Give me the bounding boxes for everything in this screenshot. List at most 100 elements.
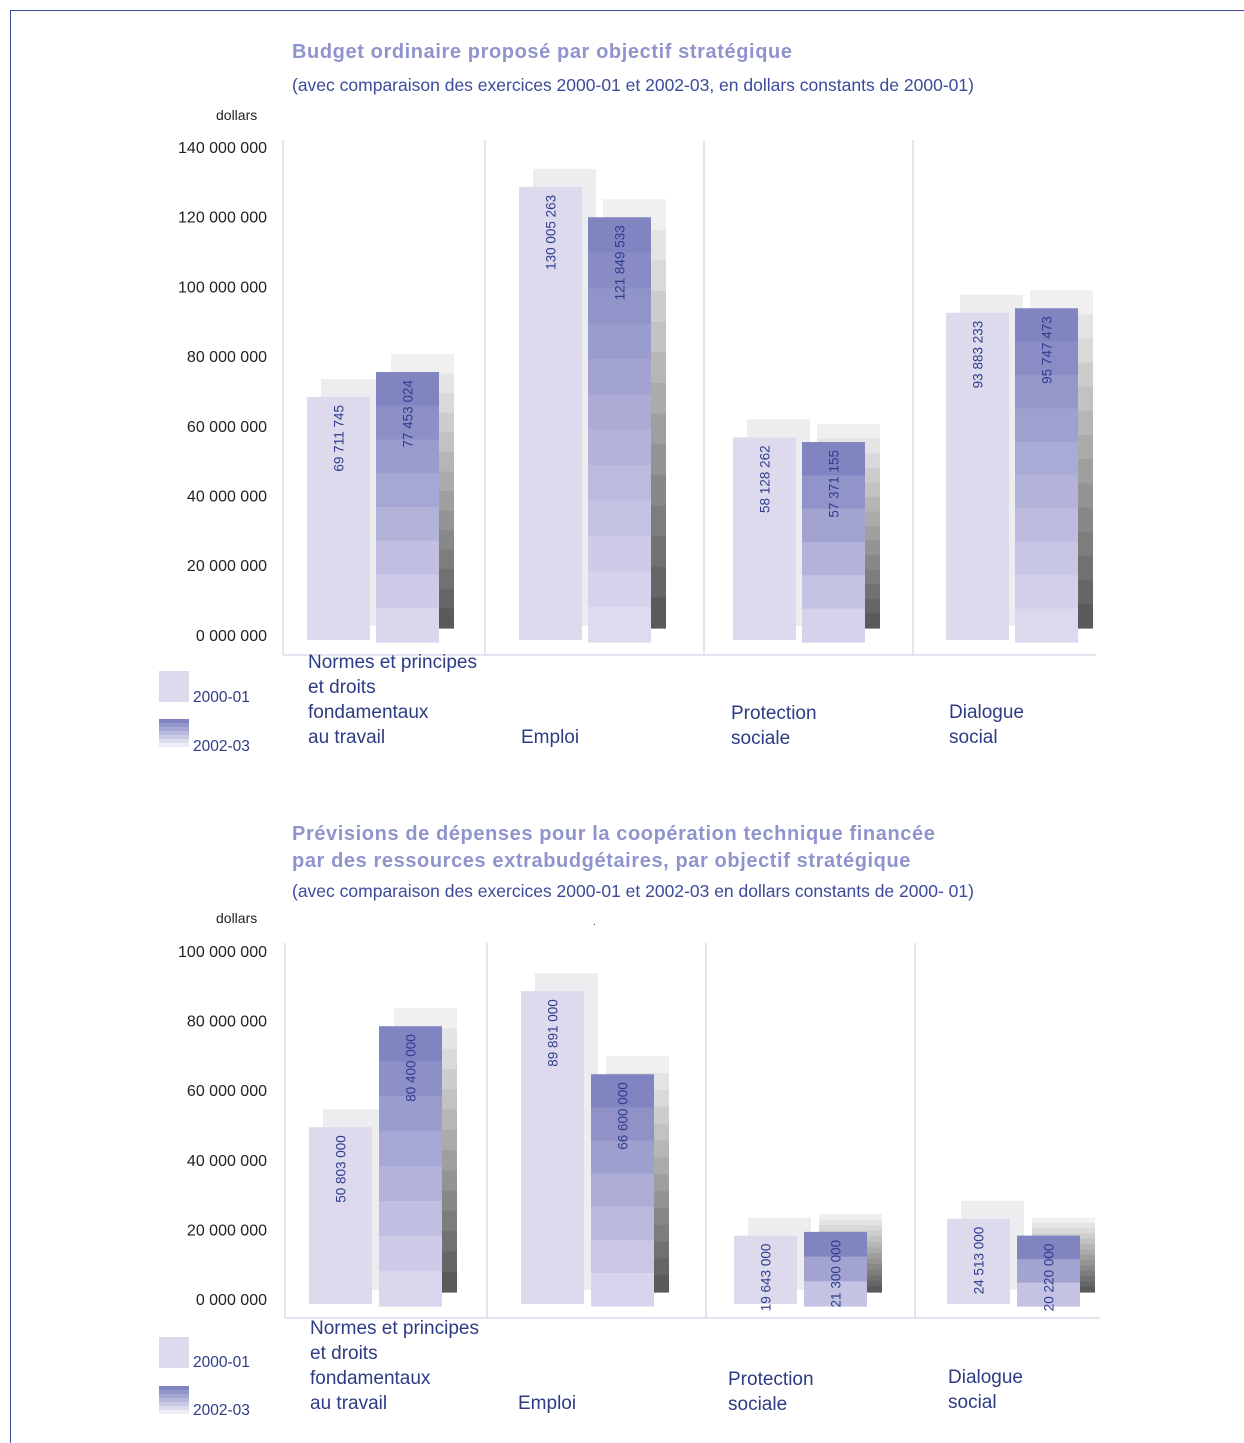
chart-1-subtitle: (avec comparaison des exercices 2000-01 … <box>292 75 974 95</box>
data-label-2002-03: 80 400 000 <box>404 1034 419 1102</box>
bar-shadow-band <box>819 1225 882 1232</box>
bar-2000-01 <box>519 186 582 640</box>
bar-2002-03-band <box>588 606 651 643</box>
y-tick-label: 140 000 000 <box>178 140 267 157</box>
data-label-2000-01: 93 883 233 <box>971 321 986 389</box>
bar-2002-03-band <box>376 574 439 609</box>
bar-2002-03-band <box>1015 541 1078 576</box>
y-tick-label: 20 000 000 <box>187 1222 267 1239</box>
y-tick-label: 80 000 000 <box>187 1014 267 1031</box>
bar-2002-03-band <box>802 475 865 510</box>
bar-2002-03-band <box>591 1239 654 1274</box>
bar-2002-03-band <box>804 1256 867 1282</box>
legend-swatch-2002-03 <box>159 735 189 740</box>
bar-2000-01 <box>733 437 796 640</box>
legend-swatch-2002-03 <box>159 723 189 728</box>
bar-2002-03-band <box>379 1166 442 1202</box>
legend-swatch-2002-03 <box>159 747 189 752</box>
bar-2002-03-band <box>588 358 651 395</box>
y-tick-label: 40 000 000 <box>187 489 267 506</box>
data-label-2002-03: 66 600 000 <box>616 1082 631 1150</box>
legend-swatch-2002-03 <box>159 1386 189 1391</box>
y-tick-label: 100 000 000 <box>178 944 267 961</box>
legend-label-2002-03: 2002-03 <box>193 1402 250 1419</box>
bar-2002-03-band <box>1015 575 1078 610</box>
data-label-2002-03: 20 220 000 <box>1042 1244 1057 1312</box>
data-label-2000-01: 50 803 000 <box>334 1135 349 1203</box>
bar-2002-03-band <box>379 1061 442 1097</box>
bar-2000-01 <box>521 991 584 1304</box>
bar-2002-03-band <box>802 542 865 576</box>
legend-swatch-2002-03 <box>159 743 189 748</box>
bar-2000-01 <box>734 1235 797 1304</box>
data-label-2002-03: 95 747 473 <box>1040 316 1055 384</box>
category-label: Protection sociale <box>731 703 817 749</box>
bar-2002-03-band <box>379 1201 442 1237</box>
bar-2002-03-band <box>1015 341 1078 376</box>
bar-2002-03-band <box>1015 475 1078 510</box>
bar-shadow-band <box>606 1056 669 1074</box>
legend-label-2000-01: 2000-01 <box>193 1354 250 1371</box>
page-frame-left <box>10 10 11 1443</box>
data-label-2000-01: 69 711 745 <box>332 405 347 472</box>
y-tick-label: 20 000 000 <box>187 558 267 575</box>
bar-2002-03-band <box>376 608 439 643</box>
chart-2-title-line-1: Prévisions de dépenses pour la coopérati… <box>292 823 936 845</box>
bar-2002-03-band <box>1015 308 1078 343</box>
bar-2002-03-band <box>802 508 865 543</box>
bar-2002-03-band <box>588 252 651 289</box>
bar-2002-03-band <box>376 439 439 474</box>
bar-2002-03-band <box>1017 1235 1080 1260</box>
bar-2002-03-band <box>379 1131 442 1167</box>
bar-2002-03-band <box>588 465 651 502</box>
bar-2002-03-band <box>1015 608 1078 643</box>
y-tick-label: 0 000 000 <box>196 628 267 645</box>
legend-label-2000-01: 2000-01 <box>193 689 250 706</box>
y-tick-label: 120 000 000 <box>178 210 267 227</box>
y-tick-label: 40 000 000 <box>187 1153 267 1170</box>
bar-shadow-band <box>817 424 880 440</box>
category-label: Emploi <box>518 1393 576 1414</box>
bar-2002-03-band <box>804 1281 867 1307</box>
category-label: Protection sociale <box>728 1369 814 1415</box>
legend-swatch-2002-03 <box>159 719 189 724</box>
bar-2002-03-band <box>588 288 651 325</box>
category-label: Dialogue social <box>949 702 1024 748</box>
bar-2002-03-band <box>802 575 865 610</box>
data-label-2000-01: 24 513 000 <box>972 1227 987 1295</box>
data-label-2000-01: 19 643 000 <box>759 1244 774 1312</box>
bar-shadow-band <box>1032 1228 1095 1235</box>
chart-2-title-line-2: par des ressources extrabudgétaires, par… <box>292 850 912 872</box>
bar-2002-03-band <box>588 394 651 431</box>
bar-2002-03-band <box>591 1173 654 1208</box>
bar-2002-03-band <box>591 1140 654 1175</box>
bar-2002-03-band <box>588 571 651 608</box>
bar-2002-03-band <box>1015 375 1078 409</box>
chart-2-unit-label: dollars <box>216 910 258 926</box>
data-label-2002-03: 57 371 155 <box>827 450 842 518</box>
bar-2000-01 <box>946 312 1009 640</box>
bar-2002-03-band <box>1015 508 1078 543</box>
legend-swatch-2002-03 <box>159 739 189 744</box>
bar-shadow-band <box>1032 1222 1095 1229</box>
bar-shadow-band <box>391 354 454 375</box>
bar-2002-03-band <box>379 1096 442 1132</box>
chart-1-unit-label: dollars <box>216 107 258 123</box>
bar-2002-03-band <box>376 507 439 542</box>
y-tick-label: 0 000 000 <box>196 1292 267 1309</box>
bar-2002-03-band <box>376 473 439 508</box>
bar-shadow-band <box>1032 1217 1095 1224</box>
bar-2002-03-band <box>588 323 651 360</box>
bar-2002-03-band <box>376 372 439 407</box>
bar-2000-01 <box>307 397 370 640</box>
legend-swatch-2002-03 <box>159 1390 189 1395</box>
data-label-2000-01: 130 005 263 <box>544 195 559 270</box>
bar-2002-03-band <box>588 217 651 254</box>
y-tick-label: 80 000 000 <box>187 349 267 366</box>
bar-2002-03-band <box>1017 1259 1080 1284</box>
bar-2002-03-band <box>588 535 651 572</box>
category-label: Dialogue social <box>948 1367 1023 1413</box>
bar-shadow-band <box>819 1213 882 1221</box>
data-label-2002-03: 121 849 533 <box>613 225 628 300</box>
bar-2002-03-band <box>376 405 439 441</box>
